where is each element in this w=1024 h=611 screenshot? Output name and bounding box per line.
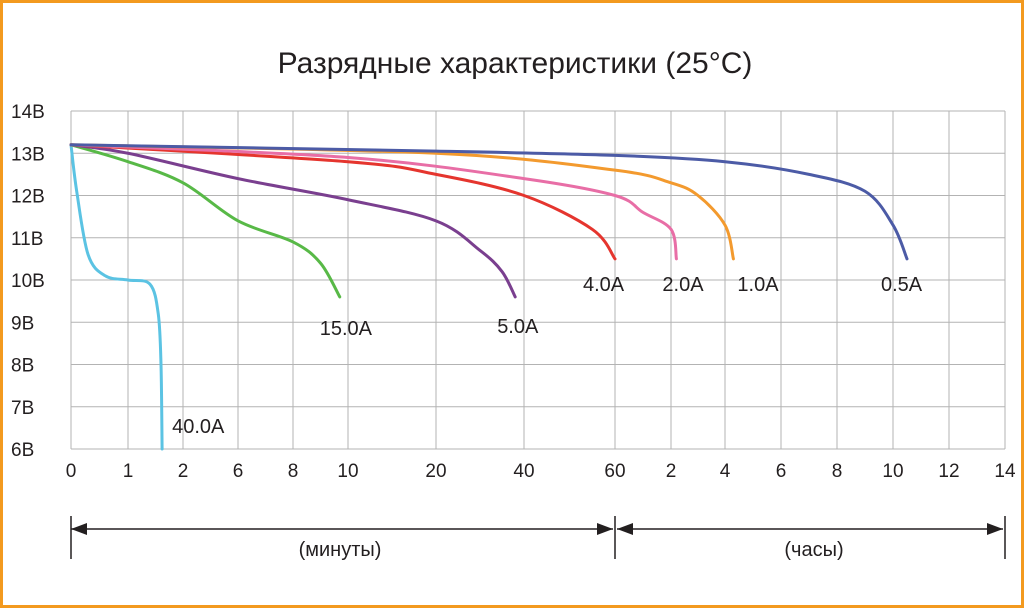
y-tick-label: 12В bbox=[11, 187, 45, 208]
x-tick-label: 12 bbox=[938, 461, 959, 482]
x-tick-label: 0 bbox=[66, 461, 77, 482]
x-tick-label: 8 bbox=[832, 461, 843, 482]
series-label-2-0a: 2.0A bbox=[662, 274, 704, 296]
hours-label: (часы) bbox=[784, 539, 843, 561]
series-curves bbox=[69, 143, 909, 451]
x-tick-label: 8 bbox=[288, 461, 299, 482]
x-tick-label: 6 bbox=[233, 461, 244, 482]
x-tick-label: 1 bbox=[123, 461, 134, 482]
y-tick-label: 8В bbox=[11, 356, 34, 377]
y-tick-label: 11В bbox=[11, 229, 43, 250]
series-labels: 40.0A 15.0A 5.0A 4.0A 2.0A 1.0A 0.5A bbox=[172, 274, 923, 438]
curve-2-0a bbox=[69, 143, 678, 261]
series-label-5-0a: 5.0A bbox=[497, 316, 539, 338]
y-tick-label: 7В bbox=[11, 398, 34, 419]
y-tick-label: 6В bbox=[11, 440, 34, 461]
x-tick-label: 14 bbox=[994, 461, 1016, 482]
series-label-0-5a: 0.5A bbox=[881, 274, 923, 296]
chart-title: Разрядные характеристики (25°C) bbox=[278, 47, 753, 80]
y-tick-label: 14В bbox=[11, 102, 45, 123]
series-label-1-0a: 1.0A bbox=[737, 274, 779, 296]
curve-15-0a bbox=[69, 143, 342, 299]
x-tick-label: 60 bbox=[604, 461, 625, 482]
discharge-chart: Разрядные характеристики (25°C) 14В13В12… bbox=[11, 47, 1016, 561]
curve-0-5a bbox=[69, 143, 909, 261]
y-tick-label: 10В bbox=[11, 271, 45, 292]
curve-4-0a bbox=[69, 143, 617, 261]
minutes-arrow-left-head bbox=[71, 523, 87, 535]
curve-5-0a bbox=[69, 143, 517, 299]
x-tick-label: 2 bbox=[178, 461, 189, 482]
x-tick-label: 2 bbox=[666, 461, 677, 482]
series-label-15-0a: 15.0A bbox=[320, 318, 373, 340]
time-range-arrows: (минуты) (часы) bbox=[70, 516, 1006, 561]
x-tick-label: 10 bbox=[882, 461, 903, 482]
x-tick-label: 40 bbox=[513, 461, 534, 482]
x-tick-label: 20 bbox=[425, 461, 446, 482]
minutes-label: (минуты) bbox=[299, 539, 382, 561]
y-tick-label: 9В bbox=[11, 313, 34, 334]
x-tick-label: 10 bbox=[337, 461, 358, 482]
series-label-4-0a: 4.0A bbox=[583, 274, 625, 296]
y-axis-ticks: 14В 13В 12В 11В 10В 9В 8В 7В 6В bbox=[11, 102, 45, 461]
hours-arrow-left-head bbox=[617, 523, 633, 535]
curve-40-0a bbox=[69, 143, 164, 451]
x-axis-ticks: 0 1 2 6 8 10 20 40 60 2 4 6 8 10 12 14 bbox=[66, 461, 1016, 482]
x-tick-label: 6 bbox=[776, 461, 787, 482]
y-tick-label: 13В bbox=[11, 144, 45, 165]
series-label-40-0a: 40.0A bbox=[172, 416, 225, 438]
hours-arrow-right-head bbox=[987, 523, 1003, 535]
minutes-arrow-right-head bbox=[597, 523, 613, 535]
x-tick-label: 4 bbox=[720, 461, 731, 482]
